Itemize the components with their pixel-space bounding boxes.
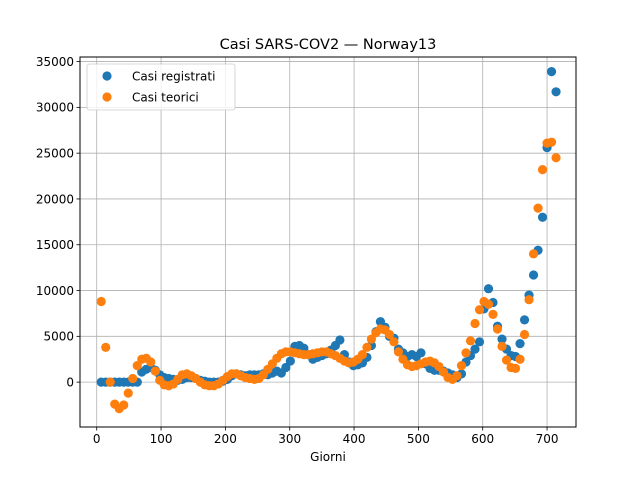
data-point bbox=[119, 400, 129, 410]
data-point bbox=[497, 334, 507, 344]
legend-marker bbox=[102, 71, 112, 81]
y-tick-label: 0 bbox=[66, 375, 74, 389]
x-tick-label: 500 bbox=[407, 432, 430, 446]
data-point bbox=[461, 348, 471, 358]
data-point bbox=[132, 361, 142, 371]
data-point bbox=[281, 362, 291, 373]
data-point bbox=[551, 153, 561, 163]
legend-entry-label: Casi registrati bbox=[132, 69, 215, 83]
data-point bbox=[362, 342, 372, 352]
data-point bbox=[470, 318, 480, 329]
data-point bbox=[546, 137, 557, 147]
data-point bbox=[483, 284, 494, 294]
data-point bbox=[474, 337, 485, 347]
chart-title: Casi SARS-COV2 — Norway13 bbox=[220, 37, 437, 53]
axis-ticks: 0 100 200 300 400 500 600 700 0 5000 10000 15000 200… bbox=[36, 55, 559, 446]
data-point bbox=[96, 296, 106, 307]
data-point bbox=[285, 356, 295, 366]
data-point bbox=[497, 341, 507, 352]
x-axis-label: Giorni bbox=[310, 450, 346, 464]
y-tick-label: 20000 bbox=[36, 192, 74, 206]
data-points bbox=[96, 67, 561, 414]
data-point bbox=[357, 350, 368, 360]
data-point bbox=[515, 354, 525, 364]
x-tick-label: 400 bbox=[343, 432, 366, 446]
data-point bbox=[528, 270, 539, 280]
series-2-points bbox=[96, 137, 561, 414]
data-point bbox=[501, 355, 512, 365]
data-point bbox=[150, 366, 160, 376]
data-point bbox=[456, 361, 467, 371]
x-tick-label: 200 bbox=[214, 432, 237, 446]
data-point bbox=[492, 324, 503, 334]
data-point bbox=[384, 329, 395, 340]
data-point bbox=[105, 377, 115, 387]
x-tick-label: 600 bbox=[471, 432, 494, 446]
data-point bbox=[510, 363, 521, 373]
y-tick-label: 15000 bbox=[36, 238, 74, 252]
data-point bbox=[519, 315, 530, 325]
y-tick-label: 5000 bbox=[43, 330, 74, 344]
x-tick-label: 100 bbox=[150, 432, 173, 446]
y-tick-label: 25000 bbox=[36, 146, 74, 160]
data-point bbox=[465, 336, 476, 346]
data-point bbox=[128, 373, 138, 384]
legend-marker bbox=[102, 92, 112, 102]
data-point bbox=[335, 335, 345, 345]
data-point bbox=[146, 357, 156, 367]
data-point bbox=[470, 344, 480, 354]
y-tick-label: 10000 bbox=[36, 284, 74, 298]
data-point bbox=[537, 165, 548, 175]
data-point bbox=[488, 309, 498, 319]
data-point bbox=[474, 305, 485, 315]
data-point bbox=[416, 348, 426, 358]
data-point bbox=[515, 339, 525, 349]
legend-box bbox=[86, 63, 236, 111]
data-point bbox=[533, 203, 543, 213]
data-point bbox=[528, 249, 539, 259]
x-tick-label: 700 bbox=[536, 432, 559, 446]
data-point bbox=[393, 347, 404, 357]
legend: Casi registrati Casi teorici bbox=[86, 63, 236, 111]
data-point bbox=[123, 388, 133, 398]
data-point bbox=[546, 67, 557, 77]
data-point bbox=[524, 295, 534, 305]
data-point bbox=[537, 212, 548, 222]
data-point bbox=[389, 337, 399, 347]
y-tick-label: 35000 bbox=[36, 55, 74, 69]
x-tick-label: 0 bbox=[93, 432, 101, 446]
plot-frame bbox=[79, 56, 577, 428]
data-point bbox=[519, 329, 530, 340]
data-point bbox=[366, 334, 377, 344]
data-point bbox=[551, 87, 561, 97]
x-tick-label: 300 bbox=[278, 432, 301, 446]
legend-entry-label: Casi teorici bbox=[132, 90, 199, 104]
data-point bbox=[452, 371, 462, 381]
data-point bbox=[101, 342, 111, 352]
y-tick-label: 30000 bbox=[36, 101, 74, 115]
data-point bbox=[483, 299, 494, 309]
